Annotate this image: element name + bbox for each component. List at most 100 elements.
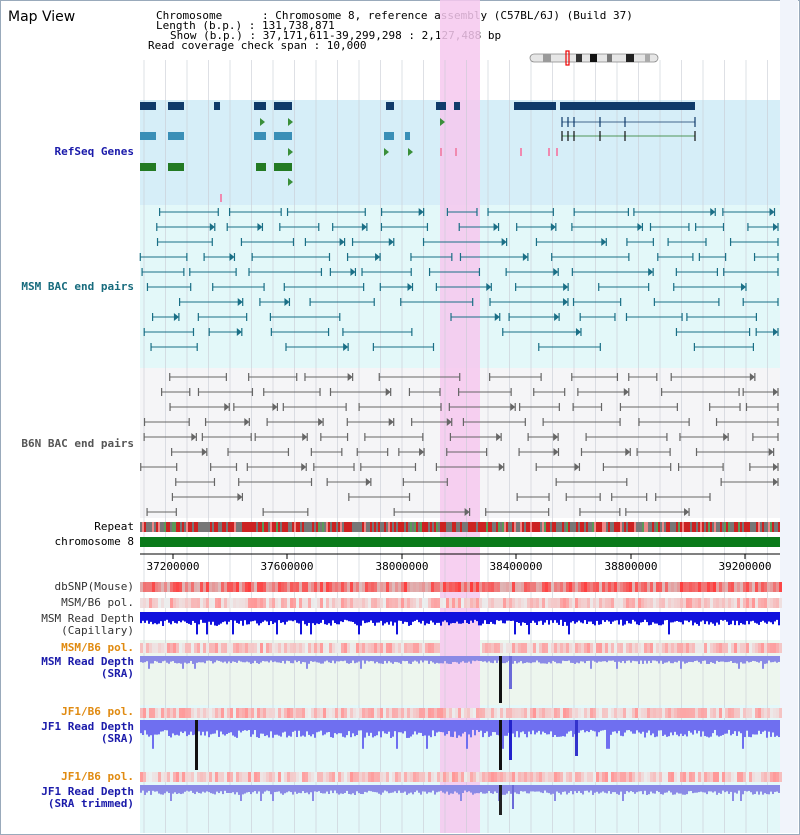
msm-sra-depth bbox=[436, 656, 438, 663]
msm-capillary-depth bbox=[502, 612, 504, 624]
msm-b6-pol-sra-cell bbox=[731, 643, 734, 653]
repeat-element bbox=[146, 522, 148, 532]
msm-capillary-depth bbox=[758, 612, 760, 625]
repeat-element bbox=[370, 522, 372, 532]
msm-b6-pol-cell bbox=[290, 598, 293, 608]
msm-b6-pol-cell bbox=[362, 598, 365, 608]
jf1-b6-pol-cell bbox=[278, 708, 281, 718]
msm-capillary-depth bbox=[424, 612, 426, 626]
msm-capillary-depth bbox=[494, 612, 496, 625]
msm-b6-pol-sra-cell bbox=[614, 643, 617, 653]
gene-exon bbox=[254, 132, 266, 140]
repeat-element bbox=[364, 522, 366, 532]
jf1-b6-pol2-cell bbox=[446, 772, 449, 782]
msm-b6-pol-sra-cell bbox=[398, 643, 401, 653]
msm-b6-pol-sra-cell bbox=[320, 643, 323, 653]
jf1-sra-depth bbox=[730, 720, 732, 736]
jf1-b6-pol2-cell bbox=[737, 772, 740, 782]
msm-b6-pol-cell bbox=[407, 598, 410, 608]
jf1-b6-pol-cell bbox=[611, 708, 614, 718]
msm-sra-depth bbox=[512, 656, 514, 664]
jf1-b6-pol2-cell bbox=[230, 772, 233, 782]
jf1-trim-depth bbox=[168, 785, 170, 794]
jf1-b6-pol-cell bbox=[620, 708, 623, 718]
jf1-trim-depth bbox=[358, 785, 360, 794]
msm-sra-depth bbox=[520, 656, 522, 662]
msm-b6-pol-sra-cell bbox=[335, 643, 338, 653]
msm-capillary-depth bbox=[676, 612, 678, 622]
jf1-sra-depth bbox=[384, 720, 386, 734]
msm-capillary-depth bbox=[418, 612, 420, 623]
dbsnp-cell bbox=[635, 582, 638, 592]
msm-sra-depth bbox=[760, 656, 762, 662]
jf1-b6-pol-cell bbox=[260, 708, 263, 718]
jf1-trim-depth bbox=[644, 785, 646, 791]
jf1-trim-depth bbox=[418, 785, 420, 793]
msm-b6-pol-cell bbox=[494, 598, 497, 608]
msm-capillary-depth bbox=[158, 612, 160, 624]
jf1-sra-depth bbox=[658, 720, 660, 731]
repeat-element bbox=[714, 522, 716, 532]
msm-capillary-depth bbox=[704, 612, 706, 625]
msm-b6-pol-cell bbox=[524, 598, 527, 608]
repeat-element bbox=[762, 522, 764, 532]
repeat-element bbox=[438, 522, 440, 532]
jf1-b6-pol-cell bbox=[509, 708, 512, 718]
msm-b6-pol-sra-cell bbox=[368, 643, 371, 653]
msm-capillary-depth bbox=[260, 612, 262, 624]
msm-b6-pol-cell bbox=[143, 598, 146, 608]
jf1-sra-depth bbox=[686, 720, 688, 737]
jf1-b6-pol2-cell bbox=[650, 772, 653, 782]
msm-capillary-depth bbox=[334, 612, 336, 624]
msm-b6-pol-sra-cell bbox=[485, 643, 488, 653]
msm-sra-depth bbox=[416, 656, 418, 662]
jf1-b6-pol-cell bbox=[470, 708, 473, 718]
msm-sra-depth bbox=[662, 656, 664, 664]
jf1-trim-depth bbox=[602, 785, 604, 792]
msm-sra-depth bbox=[706, 656, 708, 664]
msm-b6-pol-cell bbox=[746, 598, 749, 608]
jf1-b6-pol-cell bbox=[647, 708, 650, 718]
msm-capillary-depth bbox=[232, 612, 234, 635]
msm-sra-depth bbox=[426, 656, 428, 661]
jf1-sra-depth bbox=[536, 720, 538, 733]
msm-b6-pol-sra-cell bbox=[572, 643, 575, 653]
jf1-sra-depth bbox=[344, 720, 346, 738]
msm-capillary-depth bbox=[426, 612, 428, 624]
dbsnp-cell bbox=[755, 582, 758, 592]
msm-capillary-depth bbox=[684, 612, 686, 621]
jf1-sra-depth bbox=[732, 720, 734, 734]
msm-b6-pol-sra-cell bbox=[770, 643, 773, 653]
msm-capillary-depth bbox=[236, 612, 238, 623]
jf1-b6-pol-cell bbox=[311, 708, 314, 718]
msm-b6-pol-sra-cell bbox=[635, 643, 638, 653]
jf1-trim-depth bbox=[376, 785, 378, 793]
msm-sra-depth bbox=[240, 656, 242, 662]
jf1-sra-depth bbox=[412, 720, 414, 735]
repeat-element bbox=[274, 522, 276, 532]
jf1-b6-pol2-cell bbox=[143, 772, 146, 782]
jf1-b6-pol2-cell bbox=[572, 772, 575, 782]
jf1-b6-pol2-cell bbox=[347, 772, 350, 782]
msm-b6-pol-sra-cell bbox=[431, 643, 434, 653]
jf1-sra-depth bbox=[360, 720, 362, 731]
gene-exon bbox=[514, 102, 556, 110]
dbsnp-cell bbox=[227, 582, 230, 592]
repeat-element bbox=[638, 522, 640, 532]
jf1-b6-pol-cell bbox=[254, 708, 257, 718]
msm-capillary-depth bbox=[336, 612, 338, 625]
jf1-b6-pol-cell bbox=[590, 708, 593, 718]
jf1-trim-depth bbox=[448, 785, 450, 795]
msm-sra-depth bbox=[400, 656, 402, 664]
repeat-element bbox=[246, 522, 248, 532]
jf1-trim-depth bbox=[152, 785, 154, 791]
msm-sra-depth bbox=[610, 656, 612, 661]
jf1-b6-pol-cell bbox=[527, 708, 530, 718]
msm-sra-depth bbox=[752, 656, 754, 661]
msm-b6-pol-sra-cell bbox=[521, 643, 524, 653]
jf1-sra-depth bbox=[378, 720, 380, 732]
msm-b6-pol-sra-cell bbox=[242, 643, 245, 653]
msm-sra-depth bbox=[710, 656, 712, 663]
jf1-b6-pol2-cell bbox=[350, 772, 353, 782]
